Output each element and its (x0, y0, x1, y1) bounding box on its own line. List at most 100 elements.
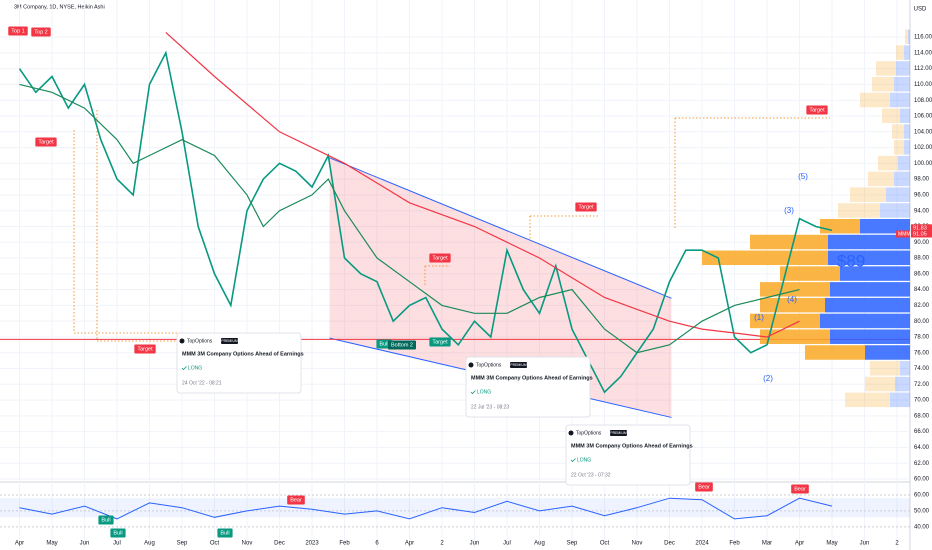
volume-profile-bar (820, 313, 910, 329)
y-tick-label: 114.00 (914, 50, 932, 56)
annotation-box (8, 26, 28, 36)
annotation-label: Bull (220, 530, 229, 536)
series-line (18, 50, 833, 394)
volume-profile-bar (850, 187, 886, 202)
y-tick-label: 62.00 (914, 461, 930, 467)
symbol-tag (896, 230, 910, 238)
volume-profile-bar (750, 234, 828, 250)
y-tick-label: 98.00 (914, 177, 930, 183)
y-tick-label: 82.00 (914, 303, 930, 309)
idea-card (465, 356, 591, 418)
y-tick-label: 78.00 (914, 335, 930, 341)
x-tick-label: 2024 (695, 541, 709, 547)
y-tick-label: 50.00 (914, 508, 930, 514)
idea-title: MMM 3M Company Options Ahead of Earnings (571, 443, 693, 449)
volume-profile-bar (900, 361, 910, 376)
volume-profile-bar (845, 392, 890, 408)
x-tick-label: Jul (503, 541, 511, 547)
annotation-box (98, 515, 114, 525)
volume-profile-bar (886, 187, 910, 202)
annotation-label: Target (578, 204, 594, 210)
x-tick-label: Feb (339, 541, 350, 547)
symbol-tag-label: MMM (898, 231, 911, 237)
annotation-box (387, 340, 417, 350)
y-tick-label: 116.00 (914, 35, 932, 41)
annotation-label: Bear (794, 486, 806, 492)
annotation-label: Bull (379, 341, 388, 347)
idea-date: 22 Oct '23 - 07:32 (571, 472, 611, 478)
idea-badge: PREMIUM (221, 339, 238, 343)
annotation-box (376, 339, 392, 349)
y-tick-label: 104.00 (914, 129, 932, 135)
volume-profile-bar (872, 76, 894, 92)
x-tick-label: Jun (470, 541, 480, 547)
annotation-box (35, 137, 57, 147)
y-tick-label: 72.00 (914, 382, 930, 388)
annotation-label: Target (432, 255, 448, 261)
volume-profile-bar (894, 76, 910, 92)
annotation-label: Bear (698, 484, 710, 490)
annotation-box (287, 495, 305, 505)
idea-author: TopOptions (576, 430, 602, 436)
y-tick-label: 110.00 (914, 82, 932, 88)
y-tick-label: 88.00 (914, 256, 930, 262)
x-tick-label: Apr (15, 541, 24, 547)
price-tag-label: 91.83 (913, 225, 927, 231)
idea-title: MMM 3M Company Options Ahead of Earnings (182, 351, 304, 357)
volume-profile-bar (870, 361, 900, 376)
annotation-label: Bull (113, 530, 122, 536)
series-line (19, 83, 800, 354)
volume-profile-bar (830, 329, 910, 344)
annotation-box (575, 202, 597, 212)
idea-author: TopOptions (476, 362, 502, 368)
idea-signal: LONG (188, 365, 202, 371)
volume-profile-bar (828, 250, 910, 266)
x-tick-label: Jul (113, 541, 121, 547)
y-tick-label: 64.00 (914, 445, 930, 451)
volume-profile-bar (865, 376, 895, 392)
volume-profile-bar (750, 313, 820, 329)
chart-title: 3M Company, 1D, NYSE, Heikin Ashi (14, 4, 105, 10)
annotation-box (429, 253, 451, 263)
volume-profile-bar (896, 45, 904, 60)
y-tick-label: 108.00 (914, 98, 932, 104)
y-tick-label: 102.00 (914, 145, 932, 151)
wave-label: (1) (754, 313, 764, 322)
volume-profile-bar (904, 140, 910, 155)
x-tick-label: Feb (729, 541, 740, 547)
y-tick-label: 94.00 (914, 208, 930, 214)
oscillator-band (0, 498, 910, 518)
volume-profile-bar (830, 282, 910, 297)
x-tick-label: May (826, 541, 837, 547)
check-icon (181, 366, 187, 371)
x-tick-label: Dec (664, 541, 675, 547)
y-tick-label: 86.00 (914, 271, 930, 277)
volume-profile-bar (890, 392, 910, 408)
annotation-label: Target (38, 139, 54, 145)
idea-author: TopOptions (187, 338, 213, 344)
volume-profile-bar (876, 61, 896, 76)
annotation-label: Target (137, 346, 153, 352)
idea-date: 22 Jul '23 - 08:23 (471, 404, 509, 410)
annotation-label: Target (432, 339, 448, 345)
annotation-box (429, 337, 451, 347)
x-tick-label: Aug (534, 541, 545, 547)
y-tick-label: 84.00 (914, 287, 930, 293)
annotation-box (110, 528, 126, 538)
annotation-box (134, 344, 156, 354)
x-tick-label: Sep (567, 541, 578, 547)
y-tick-label: 66.00 (914, 429, 930, 435)
author-avatar (568, 430, 574, 436)
volume-profile-bar (895, 376, 910, 392)
volume-profile-bar (840, 266, 910, 281)
idea-badge: PREMIUM (510, 363, 527, 367)
badge-box (510, 362, 527, 368)
y-tick-label: 60.00 (914, 493, 930, 499)
annotation-label: Top 1 (11, 28, 24, 34)
idea-title: MMM 3M Company Options Ahead of Earnings (471, 375, 593, 381)
idea-date: 24 Oct '22 - 08:21 (182, 380, 222, 386)
volume-profile-bar (892, 124, 904, 139)
series-line (19, 497, 833, 520)
x-tick-label: Apr (405, 541, 414, 547)
